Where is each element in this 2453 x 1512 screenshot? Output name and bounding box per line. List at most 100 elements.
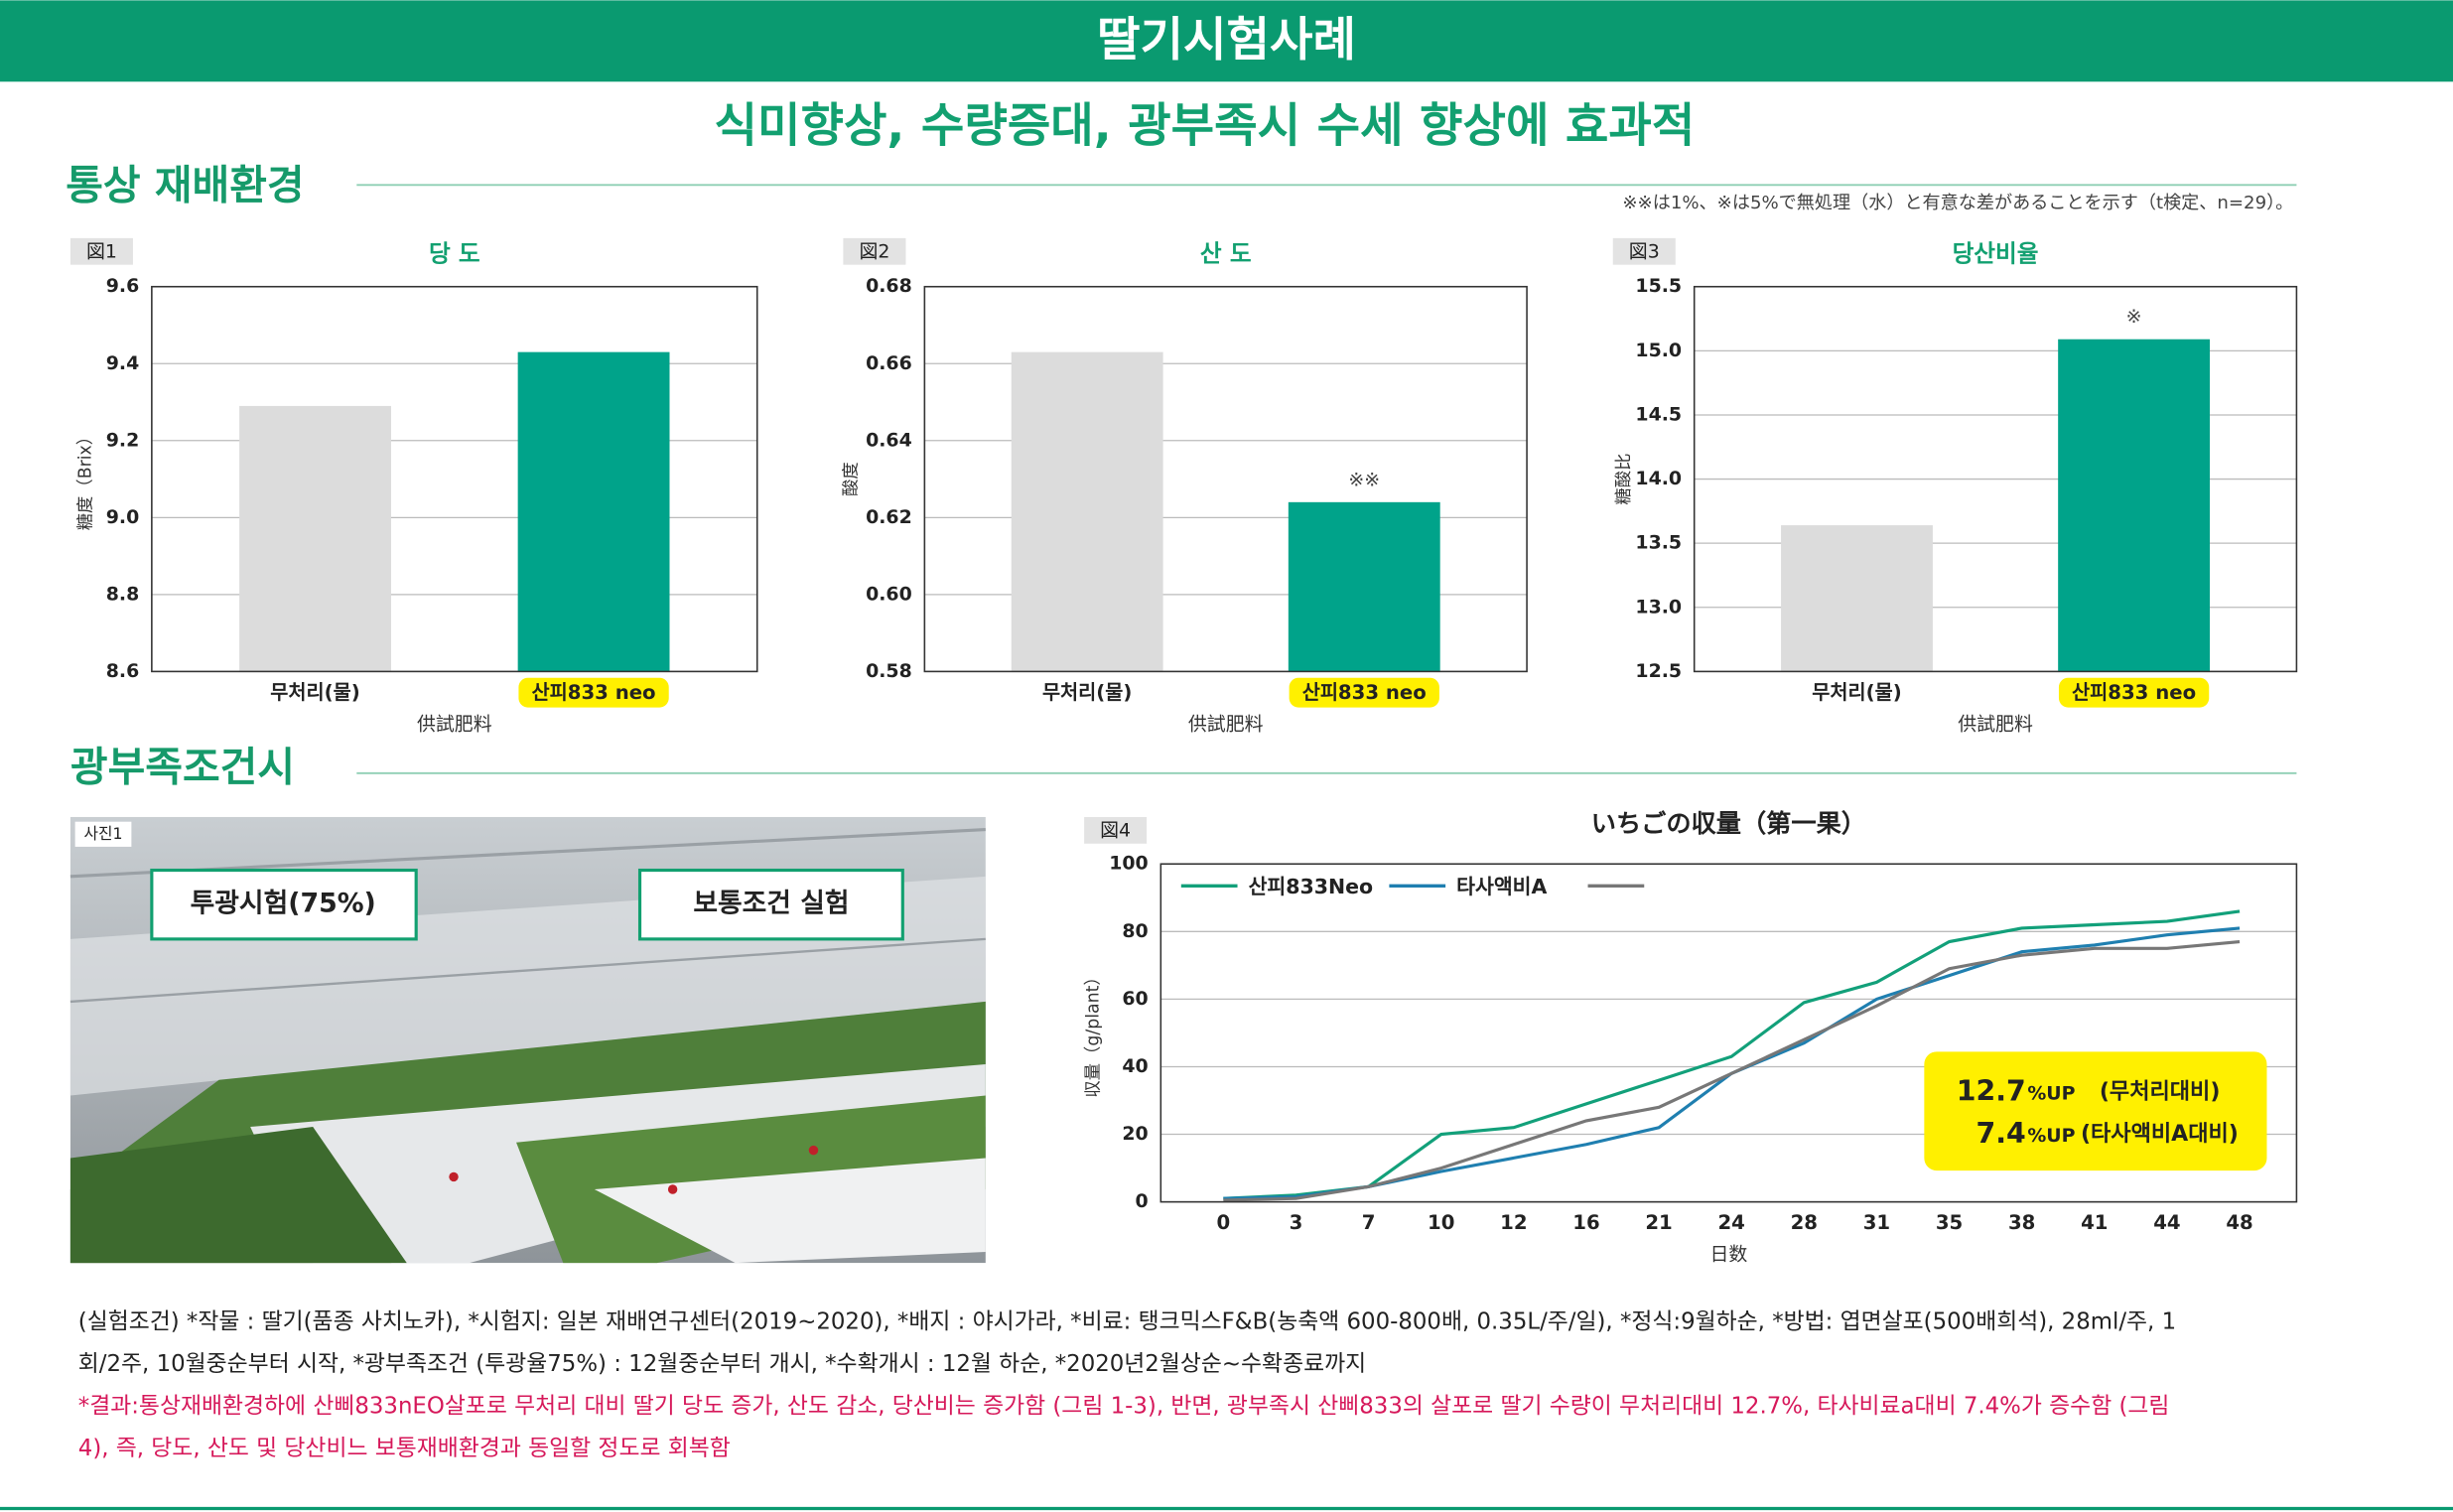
chart-title: 당 도 — [429, 240, 480, 268]
significance-mark: ※※ — [1348, 469, 1380, 490]
x-tick-label: 38 — [2008, 1211, 2035, 1234]
x-axis-label: 供試肥料 — [1958, 713, 2033, 735]
y-tick-label: 13.5 — [1635, 532, 1682, 554]
x-tick-label: 41 — [2081, 1211, 2108, 1234]
y-tick-label: 9.2 — [106, 429, 140, 451]
plot-frame — [923, 285, 1528, 673]
x-tick-label: 21 — [1645, 1211, 1672, 1234]
category-highlight — [518, 677, 669, 708]
x-tick-label: 35 — [1936, 1211, 1963, 1234]
y-axis-label: 糖度（Brix） — [76, 428, 96, 530]
x-tick-label: 무처리(물) — [1812, 681, 1901, 704]
callout-box — [1924, 1051, 2267, 1171]
bar — [517, 351, 670, 672]
y-tick-label: 0.58 — [866, 660, 912, 682]
y-tick-label: 9.6 — [106, 275, 140, 297]
figure-tag: 図4 — [1100, 820, 1131, 842]
y-tick-label: 0.66 — [866, 352, 912, 374]
y-tick-label: 15.0 — [1635, 340, 1682, 361]
bar — [1288, 501, 1440, 672]
x-tick-label: 31 — [1863, 1211, 1890, 1234]
y-tick-label: 8.6 — [106, 660, 140, 682]
y-tick-label: 0.64 — [866, 429, 912, 451]
legend-label: 산피833Neo — [1249, 875, 1373, 898]
y-tick-label: 9.0 — [106, 506, 140, 528]
conditions-text: 회/2주, 10월중순부터 시작, *광부족조건 (투광율75%) : 12월중… — [78, 1351, 1366, 1377]
header-bar — [0, 0, 2453, 82]
chart-title: いちごの収量（第一果） — [1591, 809, 1866, 838]
series-line — [1223, 939, 2241, 1202]
y-tick-label: 9.4 — [106, 352, 140, 374]
figure-tag: 図1 — [86, 241, 117, 263]
result-text: *결과:통상재배환경하에 산삐833nEO살포로 무처리 대비 딸기 당도 증가… — [78, 1394, 2170, 1420]
y-tick-label: 0.60 — [866, 583, 912, 605]
x-axis-label: 供試肥料 — [1188, 713, 1264, 735]
x-tick-label: 산피833 neo — [532, 681, 656, 704]
callout-note: (타사액비A대비) — [2081, 1122, 2239, 1147]
photo-tag: 사진1 — [84, 824, 123, 843]
y-tick-label: 40 — [1122, 1055, 1148, 1077]
section-title: 광부족조건시 — [70, 744, 295, 791]
x-tick-label: 44 — [2153, 1211, 2180, 1234]
figure-tag-bg — [1612, 237, 1676, 265]
x-tick-label: 3 — [1290, 1211, 1303, 1234]
significance-mark: ※ — [2126, 306, 2142, 328]
chart-title: 산 도 — [1200, 240, 1252, 268]
subtitle: 식미향상, 수량증대, 광부족시 수세 향상에 효과적 — [715, 99, 1696, 154]
y-tick-label: 60 — [1122, 988, 1148, 1010]
bar — [239, 405, 391, 672]
legend-label: 타사액비A — [1456, 875, 1547, 898]
x-tick-label: 0 — [1216, 1211, 1230, 1234]
plot-frame — [1693, 285, 2298, 673]
x-tick-label: 무처리(물) — [1042, 681, 1132, 704]
x-tick-label: 7 — [1362, 1211, 1376, 1234]
photo-label: 보통조건 실험 — [693, 889, 849, 919]
y-axis-label: 酸度 — [841, 462, 861, 496]
category-highlight — [2058, 677, 2210, 708]
y-tick-label: 20 — [1122, 1123, 1148, 1145]
y-tick-label: 0 — [1136, 1190, 1149, 1212]
chart-title: 당산비율 — [1953, 240, 2039, 268]
result-text: 4), 즉, 당도, 산도 및 당산비느 보통재배환경과 동일할 정도로 회복함 — [78, 1436, 731, 1461]
category-highlight — [1289, 677, 1439, 708]
photo: 사진1 투광시험(75%) 보통조건 실험 — [69, 816, 986, 1264]
figure-tag: 図3 — [1629, 241, 1660, 263]
x-tick-label: 12 — [1500, 1211, 1527, 1234]
callout-note: (무처리대비) — [2100, 1079, 2221, 1104]
significance-note: ※※は1%、※は5%で無処理（水）と有意な差があることを示す（t検定、n=29）… — [1622, 193, 2293, 213]
figure-tag-bg — [69, 237, 133, 265]
y-tick-label: 0.68 — [866, 275, 912, 297]
y-tick-label: 8.8 — [106, 583, 140, 605]
callout-unit: %UP — [2027, 1125, 2075, 1147]
callout-figure: 7.4 — [1976, 1117, 2026, 1150]
y-tick-label: 12.5 — [1635, 660, 1682, 682]
x-axis-label: 供試肥料 — [417, 713, 492, 735]
conditions-text: (실험조건) *작물 : 딸기(품종 사치노카), *시험지: 일본 재배연구센… — [78, 1308, 2176, 1334]
figure-tag: 図2 — [859, 241, 889, 263]
x-tick-label: 28 — [1791, 1211, 1818, 1234]
y-tick-label: 0.62 — [866, 506, 912, 528]
callout-unit: %UP — [2027, 1082, 2075, 1104]
y-axis-label: 収量（g/plant） — [1084, 968, 1104, 1097]
y-axis-label: 糖酸比 — [1614, 454, 1634, 505]
bar — [2058, 339, 2211, 672]
y-tick-label: 80 — [1122, 920, 1148, 942]
x-tick-label: 24 — [1717, 1211, 1744, 1234]
x-axis-label: 日数 — [1709, 1244, 1747, 1266]
y-tick-label: 14.0 — [1635, 468, 1682, 489]
bar — [1011, 351, 1163, 672]
plot-frame — [151, 285, 758, 673]
y-tick-label: 14.5 — [1635, 403, 1682, 425]
x-tick-label: 산피833 neo — [1302, 681, 1427, 704]
figure-tag-bg — [843, 237, 906, 265]
y-tick-label: 13.0 — [1635, 596, 1682, 618]
plot-frame — [1159, 863, 2298, 1203]
section-title: 통상 재배환경 — [66, 161, 304, 208]
header-title: 딸기시험사례 — [1097, 13, 1356, 68]
bar — [1781, 525, 1933, 672]
x-tick-label: 산피833 neo — [2072, 681, 2196, 704]
series-line — [1223, 909, 2241, 1200]
x-tick-label: 16 — [1572, 1211, 1599, 1234]
